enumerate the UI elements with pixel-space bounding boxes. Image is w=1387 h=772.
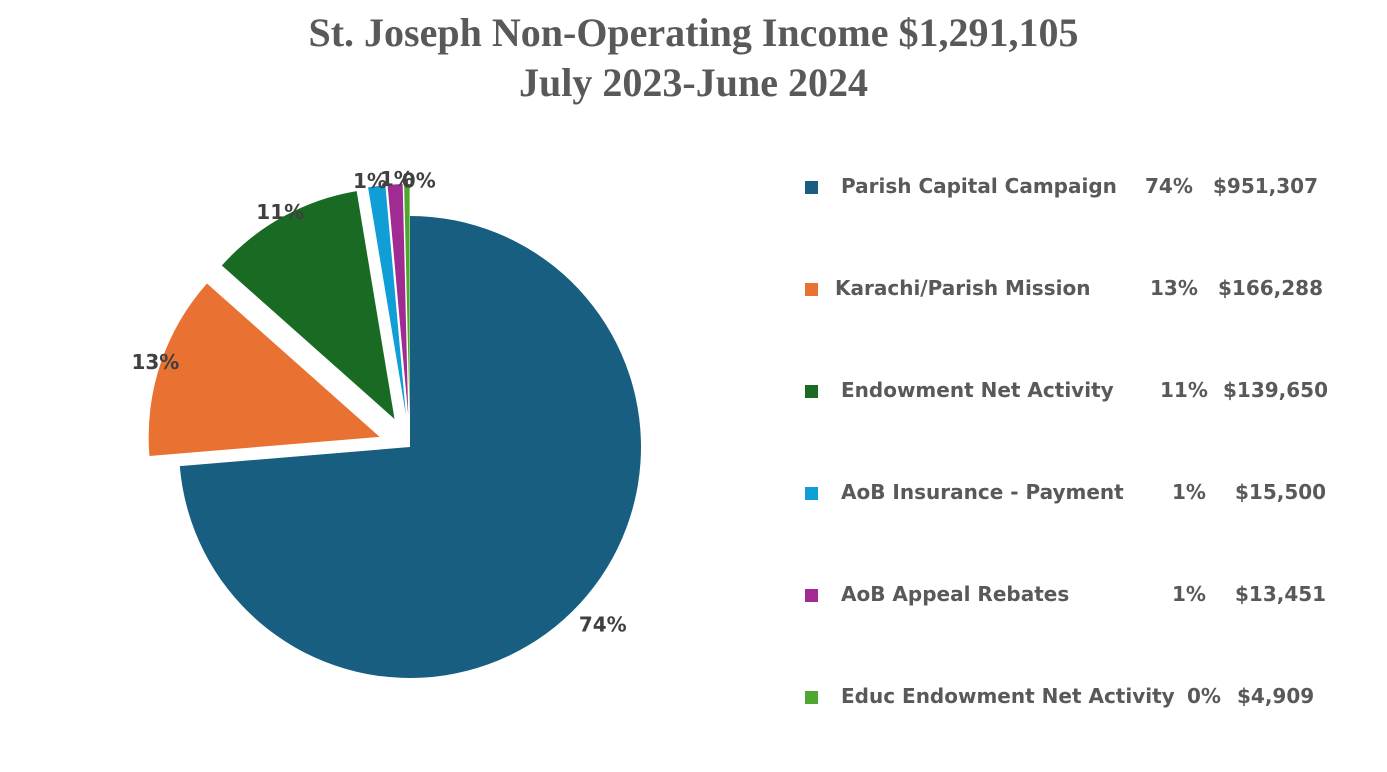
legend-item: AoB Appeal Rebates 1% $13,451 [805,578,1365,612]
legend-item: Educ Endowment Net Activity 0% $4,909 [805,680,1365,714]
legend-percent: 13% [1150,276,1198,300]
legend-value: $15,500 [1235,480,1327,504]
pie-slice-3 [221,191,395,419]
pie-label-2: 13% [131,350,179,374]
legend-percent: 1% [1172,480,1206,504]
chart-title-line-2: July 2023-June 2024 [519,60,868,105]
legend-label: AoB Insurance - Payment [841,480,1124,504]
legend-percent: 1% [1172,582,1206,606]
legend-item: Karachi/Parish Mission 13% $166,288 [805,272,1365,306]
legend-label: Karachi/Parish Mission [835,276,1091,300]
pie-label-1: 74% [579,612,627,636]
pie-slice-2 [148,283,380,456]
legend-value: $951,307 [1213,174,1319,198]
pie-chart: 74%13%11%1%1%0% [131,167,641,678]
pie-label-5: 1% [380,167,414,191]
legend-label: Endowment Net Activity [841,378,1114,402]
legend-swatch [805,283,818,296]
pie-slice-4 [368,185,406,416]
pie-label-4: 1% [353,169,387,193]
legend-value: $4,909 [1237,684,1315,708]
legend-swatch [805,691,818,704]
pie-label-3: 11% [256,200,304,224]
pie-slice-6 [404,184,410,416]
legend-percent: 0% [1187,684,1221,708]
legend-label: AoB Appeal Rebates [841,582,1070,606]
legend-item: AoB Insurance - Payment 1% $15,500 [805,476,1365,510]
legend-label: Parish Capital Campaign [841,174,1117,198]
chart-title-line-1: St. Joseph Non-Operating Income $1,291,1… [308,10,1079,55]
legend-swatch [805,181,818,194]
legend-swatch [805,589,818,602]
chart-title: St. Joseph Non-Operating Income $1,291,1… [0,8,1387,108]
legend-item: Endowment Net Activity 11% $139,650 [805,374,1365,408]
pie-slice-1 [179,216,641,678]
legend-percent: 74% [1145,174,1193,198]
legend-percent: 11% [1160,378,1208,402]
legend-value: $13,451 [1235,582,1327,606]
legend-item: Parish Capital Campaign 74% $951,307 [805,170,1365,204]
legend-swatch [805,487,818,500]
legend-value: $139,650 [1223,378,1329,402]
pie-label-6: 0% [402,169,436,193]
legend-swatch [805,385,818,398]
legend-label: Educ Endowment Net Activity [841,684,1175,708]
legend-value: $166,288 [1218,276,1324,300]
pie-slice-5 [387,184,409,416]
